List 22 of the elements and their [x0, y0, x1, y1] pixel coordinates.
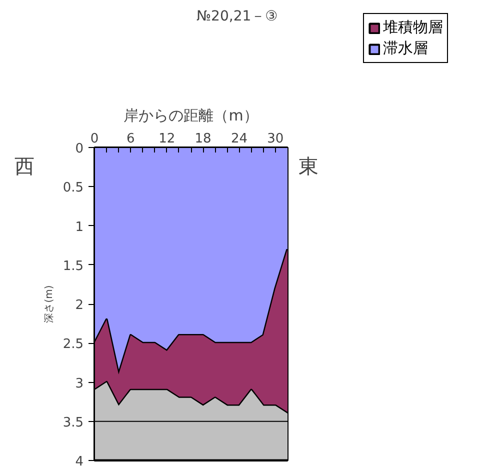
y-tick-label: 3.5 [62, 415, 84, 430]
text: 東 [298, 154, 318, 178]
legend-label: 滞水層 [383, 39, 428, 58]
y-tick-label: 4 [75, 454, 84, 466]
x-tick-label: 6 [126, 132, 135, 146]
x-tick-label: 18 [194, 132, 212, 146]
x-tick-label: 12 [158, 132, 176, 146]
y-tick-label: 2.5 [62, 337, 84, 352]
x-tick-label: 24 [230, 132, 248, 146]
y-axis-title: 深さ(m) [42, 285, 55, 323]
x-tick-label: 30 [267, 132, 284, 146]
chart-title: №20,21－③ [196, 8, 278, 24]
y-tick-label: 1 [75, 220, 84, 235]
y-tick-label: 2 [75, 298, 84, 313]
legend-label: 堆積物層 [383, 18, 443, 37]
text: 西 [14, 154, 34, 178]
y-tick-label: 0 [75, 142, 84, 156]
y-tick-label: 1.5 [62, 258, 84, 274]
x-tick-label: 0 [90, 132, 99, 146]
x-axis-title: 岸からの距離（m） [124, 106, 258, 124]
y-tick-label: 3 [75, 376, 84, 392]
y-tick-label: 0.5 [62, 180, 84, 196]
